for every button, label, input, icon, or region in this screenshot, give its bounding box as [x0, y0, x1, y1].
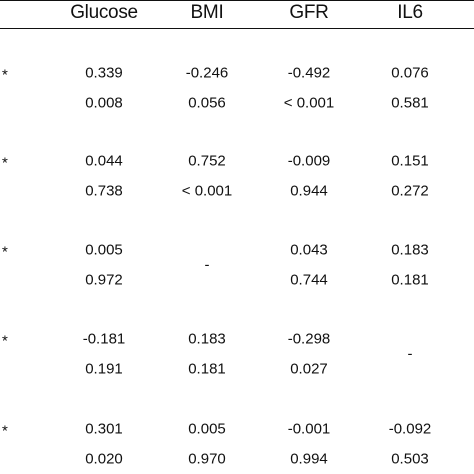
gfr-p-value: 0.944 [290, 182, 328, 200]
significance-marker: * [2, 66, 8, 84]
il6-coefficient: 0.183 [391, 241, 429, 259]
il6-p-value: 0.181 [391, 271, 429, 289]
glucose-p-value: 0.972 [85, 271, 123, 289]
glucose-coefficient: 0.301 [85, 420, 123, 438]
il6-p-value: 0.581 [391, 94, 429, 112]
il6-coefficient: 0.076 [391, 64, 429, 82]
gfr-p-value: 0.744 [290, 271, 328, 289]
gfr-coefficient: 0.043 [290, 241, 328, 259]
il6-coefficient: 0.151 [391, 152, 429, 170]
header-bottom-rule [0, 28, 474, 29]
header-bmi: BMI [190, 2, 224, 23]
gfr-coefficient: -0.492 [287, 64, 331, 82]
bmi-p-value: 0.181 [188, 360, 226, 378]
il6-p-value: 0.272 [391, 182, 429, 200]
header-glucose: Glucose [70, 2, 138, 23]
header-gfr: GFR [289, 2, 329, 23]
glucose-p-value: 0.020 [85, 450, 123, 468]
bmi-p-value: 0.970 [188, 450, 226, 468]
gfr-p-value: 0.027 [290, 360, 328, 378]
bmi-coefficient: 0.752 [188, 152, 226, 170]
header-il6: IL6 [397, 2, 423, 23]
glucose-p-value: 0.191 [85, 360, 123, 378]
significance-marker: * [2, 422, 8, 440]
glucose-coefficient: 0.339 [85, 64, 123, 82]
significance-marker: * [2, 243, 8, 261]
glucose-coefficient: -0.181 [82, 330, 126, 348]
il6-empty-cell: - [407, 345, 413, 363]
il6-coefficient: -0.092 [388, 420, 432, 438]
bmi-empty-cell: - [204, 256, 210, 274]
gfr-coefficient: -0.001 [287, 420, 331, 438]
glucose-p-value: 0.008 [85, 94, 123, 112]
bmi-p-value: 0.056 [188, 94, 226, 112]
glucose-coefficient: 0.005 [85, 241, 123, 259]
gfr-p-value: 0.994 [290, 450, 328, 468]
glucose-p-value: 0.738 [85, 182, 123, 200]
gfr-coefficient: -0.009 [287, 152, 331, 170]
gfr-coefficient: -0.298 [287, 330, 331, 348]
significance-marker: * [2, 332, 8, 350]
bmi-p-value: < 0.001 [181, 182, 233, 200]
il6-p-value: 0.503 [391, 450, 429, 468]
bmi-coefficient: -0.246 [185, 64, 229, 82]
header-top-rule [0, 0, 474, 1]
gfr-p-value: < 0.001 [283, 94, 335, 112]
glucose-coefficient: 0.044 [85, 152, 123, 170]
bmi-coefficient: 0.183 [188, 330, 226, 348]
significance-marker: * [2, 154, 8, 172]
bmi-coefficient: 0.005 [188, 420, 226, 438]
